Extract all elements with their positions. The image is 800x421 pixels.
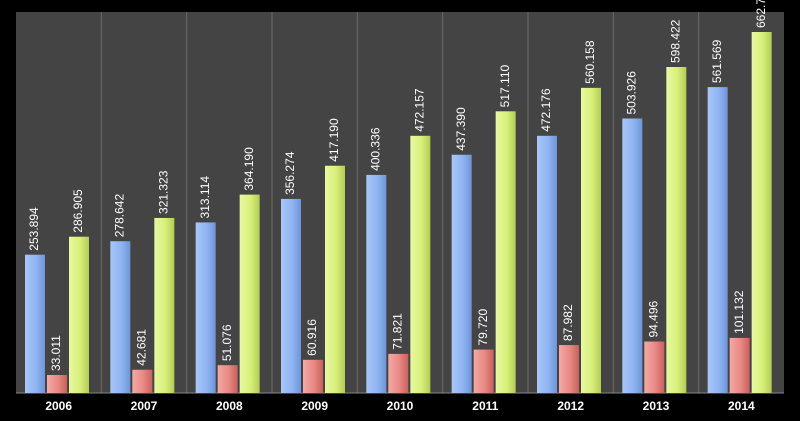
data-label: 87.982 <box>561 304 575 341</box>
data-label: 561.569 <box>710 39 724 83</box>
x-tick-label: 2007 <box>131 399 158 413</box>
bar-series-3-2012 <box>581 87 601 393</box>
data-label: 364.190 <box>242 147 256 191</box>
data-label: 662.701 <box>754 0 768 28</box>
data-label: 71.821 <box>391 313 405 350</box>
data-label: 33.011 <box>49 335 63 371</box>
data-label: 417.190 <box>327 118 341 162</box>
bar-series-3-2010 <box>410 135 431 394</box>
bar-series-2-2009 <box>303 359 323 393</box>
bar-series-3-2007 <box>154 217 175 393</box>
x-tick-label: 2014 <box>728 399 755 413</box>
bar-series-2-2010 <box>388 353 409 393</box>
data-label: 560.158 <box>583 40 597 84</box>
data-label: 286.905 <box>71 189 85 233</box>
data-label: 313.114 <box>198 176 212 219</box>
data-label: 51.076 <box>220 324 234 361</box>
data-label: 517.110 <box>498 64 512 107</box>
data-label: 321.323 <box>157 170 171 214</box>
bar-series-3-2013 <box>666 67 687 393</box>
x-tick-label: 2006 <box>45 399 72 413</box>
x-axis-ticks: 2006 2007 2008 2009 2010 2011 2012 2013 2014 <box>45 399 755 413</box>
data-label: 503.926 <box>625 71 639 115</box>
bar-series-2-2012 <box>559 345 579 393</box>
data-labels-layer: 253.894 33.011 286.905 278.642 42.681 321.323… <box>27 0 768 371</box>
bar-series-1-2006 <box>25 254 45 393</box>
bar-series-1-2007 <box>110 241 131 393</box>
bar-series-1-2013 <box>622 118 643 394</box>
bar-series-1-2012 <box>537 135 557 393</box>
category-separators <box>100 12 700 393</box>
data-label: 79.720 <box>476 309 490 346</box>
bar-series-1-2011 <box>451 154 472 393</box>
data-label: 60.916 <box>305 319 319 356</box>
data-label: 598.422 <box>669 19 683 63</box>
bar-series-2-2006 <box>47 375 67 393</box>
data-label: 101.132 <box>732 290 746 334</box>
x-tick-label: 2011 <box>472 399 498 413</box>
bar-series-3-2011 <box>495 111 516 393</box>
bar-series-2-2008 <box>217 365 238 393</box>
bar-series-2-2013 <box>644 341 665 393</box>
data-label: 94.496 <box>647 300 661 337</box>
bar-series-1-2009 <box>281 198 301 393</box>
data-label: 278.642 <box>113 194 127 238</box>
data-label: 42.681 <box>135 329 149 366</box>
bar-series-2-2011 <box>473 349 494 393</box>
bar-series-3-2014 <box>751 32 772 393</box>
data-label: 253.894 <box>27 207 41 251</box>
data-label: 400.336 <box>369 127 383 171</box>
bar-series-3-2006 <box>69 236 89 393</box>
bar-series-1-2008 <box>195 222 216 393</box>
x-tick-label: 2009 <box>301 399 328 413</box>
x-tick-label: 2013 <box>643 399 670 413</box>
bar-series-3-2008 <box>239 194 260 393</box>
x-tick-label: 2008 <box>216 399 243 413</box>
data-label: 437.390 <box>454 107 468 151</box>
data-label: 472.176 <box>539 88 553 132</box>
bar-series-3-2009 <box>325 165 345 393</box>
data-label: 472.157 <box>413 88 427 132</box>
x-tick-label: 2012 <box>557 399 584 413</box>
bar-series-1-2010 <box>366 174 387 393</box>
bar-series-2-2014 <box>729 337 750 393</box>
bar-series-1-2014 <box>707 87 728 393</box>
plot-area <box>16 12 784 393</box>
bar-series-2-2007 <box>132 369 153 393</box>
x-tick-label: 2010 <box>387 399 414 413</box>
data-label: 356.274 <box>283 151 297 195</box>
bars-layer <box>25 32 772 394</box>
